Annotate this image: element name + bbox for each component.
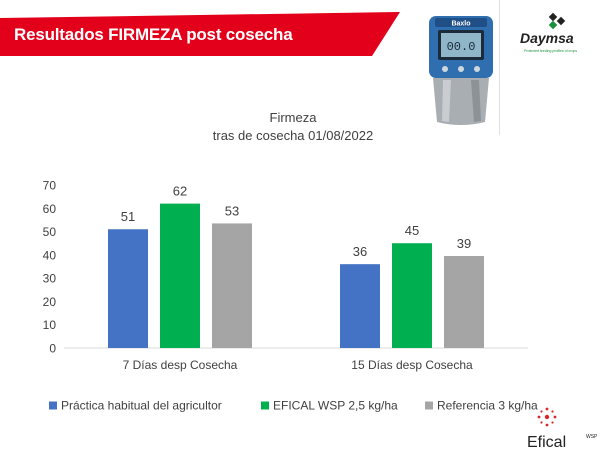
bar xyxy=(340,264,380,348)
y-tick-label: 60 xyxy=(43,202,57,216)
bar xyxy=(212,223,252,348)
device-brand: Baxlo xyxy=(451,21,470,28)
y-tick-label: 20 xyxy=(43,295,57,309)
legend-label: EFICAL WSP 2,5 kg/ha xyxy=(273,399,398,413)
daymsa-wordmark: Daymsa xyxy=(520,30,574,46)
header-divider xyxy=(499,0,500,135)
bar-value-label: 51 xyxy=(121,209,135,224)
legend-swatch xyxy=(425,401,433,410)
chart-title: Firmeza xyxy=(270,110,318,125)
bar xyxy=(444,256,484,348)
page-title: Resultados FIRMEZA post cosecha xyxy=(14,25,293,44)
bar-value-label: 36 xyxy=(353,244,367,259)
y-tick-label: 0 xyxy=(49,342,56,356)
efical-suffix: WSP xyxy=(586,434,598,440)
x-category-label: 7 Días desp Cosecha xyxy=(123,358,238,372)
daymsa-logo xyxy=(520,12,600,60)
legend: Práctica habitual del agricultor EFICAL W… xyxy=(49,399,538,413)
y-axis: 0 10 20 30 40 50 60 70 xyxy=(43,179,57,356)
bar-value-label: 39 xyxy=(457,236,471,251)
x-category-label: 15 Días desp Cosecha xyxy=(351,358,473,372)
firmness-tester-image: Baxlo 00.0 xyxy=(425,14,497,126)
y-tick-label: 70 xyxy=(43,179,57,193)
legend-swatch xyxy=(49,401,57,410)
y-tick-label: 30 xyxy=(43,272,57,286)
bar xyxy=(392,243,432,348)
y-tick-label: 50 xyxy=(43,225,57,239)
bar-value-label: 53 xyxy=(225,203,239,218)
bar-value-label: 45 xyxy=(405,223,419,238)
device-display: 00.0 xyxy=(447,40,476,54)
bar xyxy=(108,229,148,348)
chart-subtitle: tras de cosecha 01/08/2022 xyxy=(213,128,373,143)
efical-wordmark: Efical xyxy=(527,434,567,451)
title-banner xyxy=(0,8,400,56)
bars: 51 62 53 36 45 39 xyxy=(108,184,484,348)
banner-shape xyxy=(0,12,400,56)
bar-value-label: 62 xyxy=(173,184,187,199)
legend-swatch xyxy=(261,401,269,410)
legend-label: Práctica habitual del agricultor xyxy=(61,399,222,413)
bar xyxy=(160,203,200,348)
y-tick-label: 40 xyxy=(43,248,57,262)
daymsa-tagline: Protected feeding profiles of crops xyxy=(524,49,578,53)
y-tick-label: 10 xyxy=(43,318,57,332)
x-axis: 7 Días desp Cosecha 15 Días desp Cosecha xyxy=(123,358,473,372)
legend-label: Referencia 3 kg/ha xyxy=(437,399,538,413)
efical-logo xyxy=(525,405,607,455)
